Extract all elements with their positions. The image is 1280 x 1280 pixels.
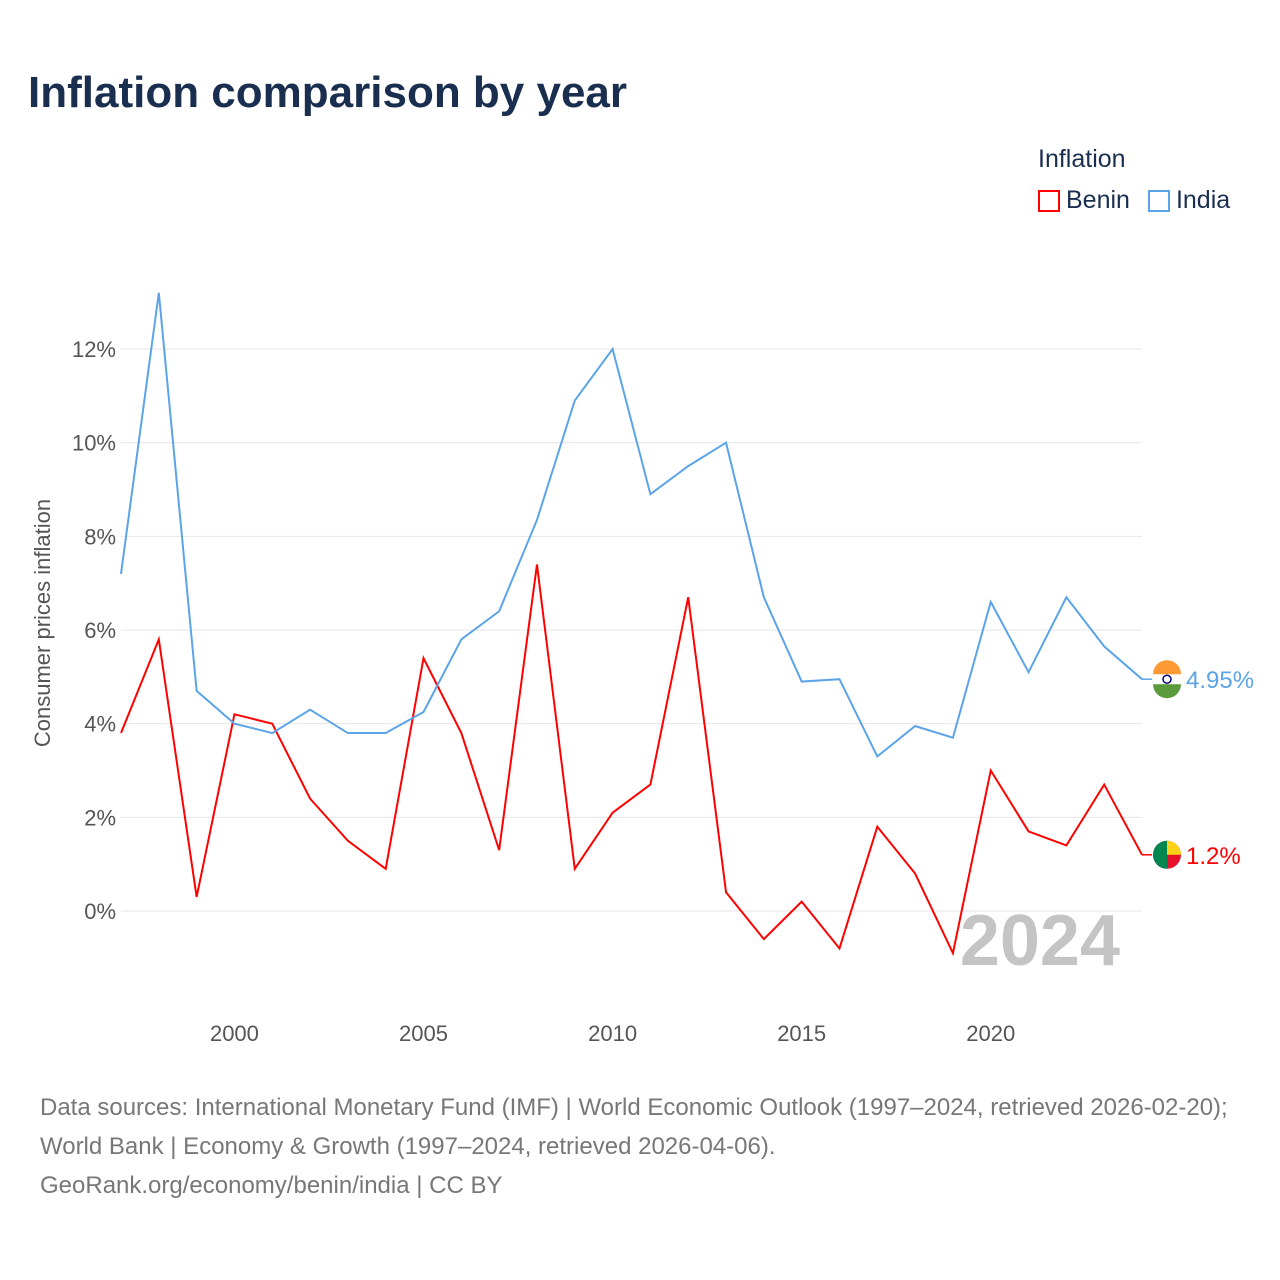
chart-title: Inflation comparison by year — [28, 68, 628, 117]
source-text: Data sources: International Monetary Fun… — [40, 1094, 1228, 1160]
source-link[interactable]: GeoRank.org/economy/benin/india | CC BY — [40, 1172, 503, 1199]
legend: Benin India — [1038, 186, 1230, 215]
source-note: Data sources: International Monetary Fun… — [40, 1088, 1250, 1205]
x-tick-label: 2020 — [966, 1021, 1015, 1046]
x-tick-label: 2005 — [399, 1021, 448, 1046]
legend-label-benin: Benin — [1066, 186, 1130, 214]
flag-part — [1162, 674, 1172, 684]
legend-title: Inflation — [1038, 145, 1126, 173]
x-tick-label: 2010 — [588, 1021, 637, 1046]
year-annotation: 2024 — [960, 901, 1120, 981]
y-tick-label: 10% — [72, 431, 116, 456]
end-value-label-india: 4.95% — [1186, 667, 1254, 694]
legend-swatch-india — [1147, 189, 1170, 212]
legend-swatch-benin — [1038, 189, 1060, 212]
flag-part — [1153, 840, 1167, 869]
flag-part — [1167, 840, 1181, 855]
y-tick-label: 6% — [84, 618, 116, 643]
legend-label-india: India — [1175, 186, 1231, 214]
y-axis-label: Consumer prices inflation — [30, 499, 55, 747]
y-tick-label: 12% — [72, 337, 116, 362]
y-tick-label: 4% — [84, 712, 116, 737]
x-tick-label: 2000 — [210, 1021, 259, 1046]
flag-part — [1153, 684, 1181, 699]
flag-part — [1153, 660, 1181, 675]
y-tick-label: 2% — [84, 805, 116, 830]
series-line-india — [120, 292, 1143, 759]
legend-item-benin[interactable]: Benin — [1038, 186, 1130, 215]
legend-item-india[interactable]: India — [1147, 186, 1231, 215]
y-tick-label: 8% — [84, 524, 116, 549]
series-line-benin — [120, 564, 1143, 957]
y-tick-label: 0% — [84, 899, 116, 924]
x-tick-label: 2015 — [777, 1021, 826, 1046]
end-value-label-benin: 1.2% — [1186, 843, 1241, 870]
